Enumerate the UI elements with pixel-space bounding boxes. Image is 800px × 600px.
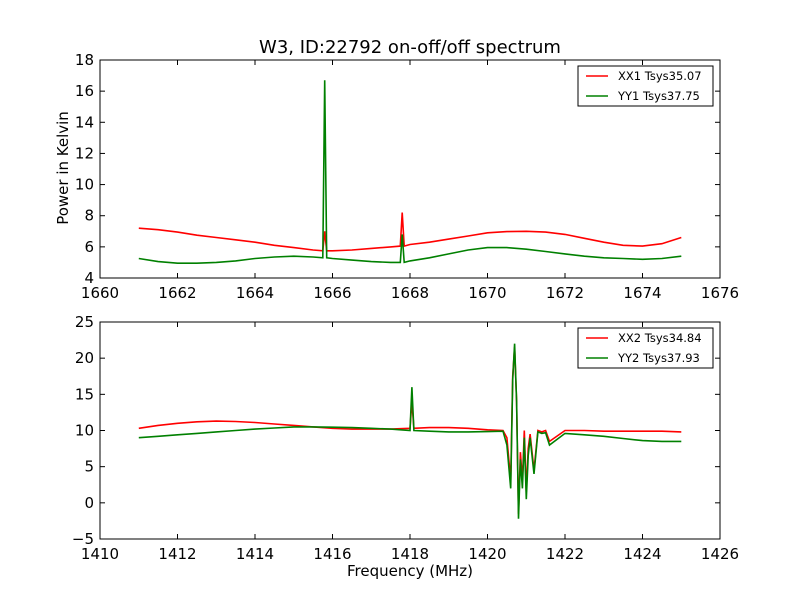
- series-line-1: [138, 212, 682, 252]
- series-line-2: [138, 80, 682, 265]
- y-tick-label: 0: [84, 494, 94, 512]
- y-tick-label: 8: [84, 207, 94, 225]
- y-tick-label: 10: [75, 176, 94, 194]
- x-tick-label: 1676: [701, 284, 739, 302]
- x-tick-label: 1672: [546, 284, 584, 302]
- x-tick-label: 1416: [313, 545, 351, 563]
- legend-box: [577, 65, 714, 107]
- legend-label: XX2 Tsys34.84: [618, 331, 702, 345]
- x-tick-label: 1420: [468, 545, 506, 563]
- y-tick-label: 20: [75, 349, 94, 367]
- legend-label: YY2 Tsys37.93: [617, 351, 700, 365]
- x-tick-label: 1660: [81, 284, 119, 302]
- y-tick-label: 14: [75, 113, 94, 131]
- x-tick-label: 1664: [236, 284, 274, 302]
- y-tick-label: 16: [75, 82, 94, 100]
- x-tick-label: 1662: [158, 284, 196, 302]
- plot-area-top: 1660 1662 1664 1666 1668 1670 1672 1674 1676 4 6 8 1…: [75, 51, 739, 302]
- x-tick-label: 1410: [81, 545, 119, 563]
- x-axis-label: Frequency (MHz): [347, 562, 473, 580]
- y-tick-label: 5: [84, 458, 94, 476]
- x-tick-label: 1412: [158, 545, 196, 563]
- x-tick-label: 1426: [701, 545, 739, 563]
- chart-top: W3, ID:22792 on-off/off spectrum Power i…: [54, 37, 739, 302]
- chart-title: W3, ID:22792 on-off/off spectrum: [259, 37, 561, 58]
- y-tick-label: 10: [75, 422, 94, 440]
- legend-label: XX1 Tsys35.07: [618, 69, 702, 83]
- x-tick-label: 1414: [236, 545, 274, 563]
- x-tick-label: 1666: [313, 284, 351, 302]
- y-tick-label: −5: [72, 530, 94, 548]
- x-tick-label: 1424: [623, 545, 661, 563]
- y-tick-label: 6: [84, 238, 94, 256]
- series-line-2: [138, 343, 682, 519]
- plot-area-bottom: 1410 1412 1414 1416 1418 1420 1422 1424 1426 −5 0 5…: [72, 313, 739, 563]
- x-tick-label: 1674: [623, 284, 661, 302]
- x-tick-label: 1418: [391, 545, 429, 563]
- y-tick-label: 4: [84, 269, 94, 287]
- y-tick-label: 18: [75, 51, 94, 69]
- x-tick-label: 1422: [546, 545, 584, 563]
- x-tick-label: 1670: [468, 284, 506, 302]
- y-tick-label: 15: [75, 385, 94, 403]
- legend: XX2 Tsys34.84 YY2 Tsys37.93: [577, 327, 714, 369]
- x-tick-label: 1668: [391, 284, 429, 302]
- legend-box: [577, 327, 714, 369]
- legend-label: YY1 Tsys37.75: [617, 89, 700, 103]
- y-axis-label: Power in Kelvin: [54, 111, 72, 225]
- y-tick-label: 25: [75, 313, 94, 331]
- chart-bottom: Frequency (MHz) 1410 1412 1414 1416 1418 1420…: [72, 313, 739, 580]
- legend: XX1 Tsys35.07 YY1 Tsys37.75: [577, 65, 714, 107]
- y-tick-label: 12: [75, 144, 94, 162]
